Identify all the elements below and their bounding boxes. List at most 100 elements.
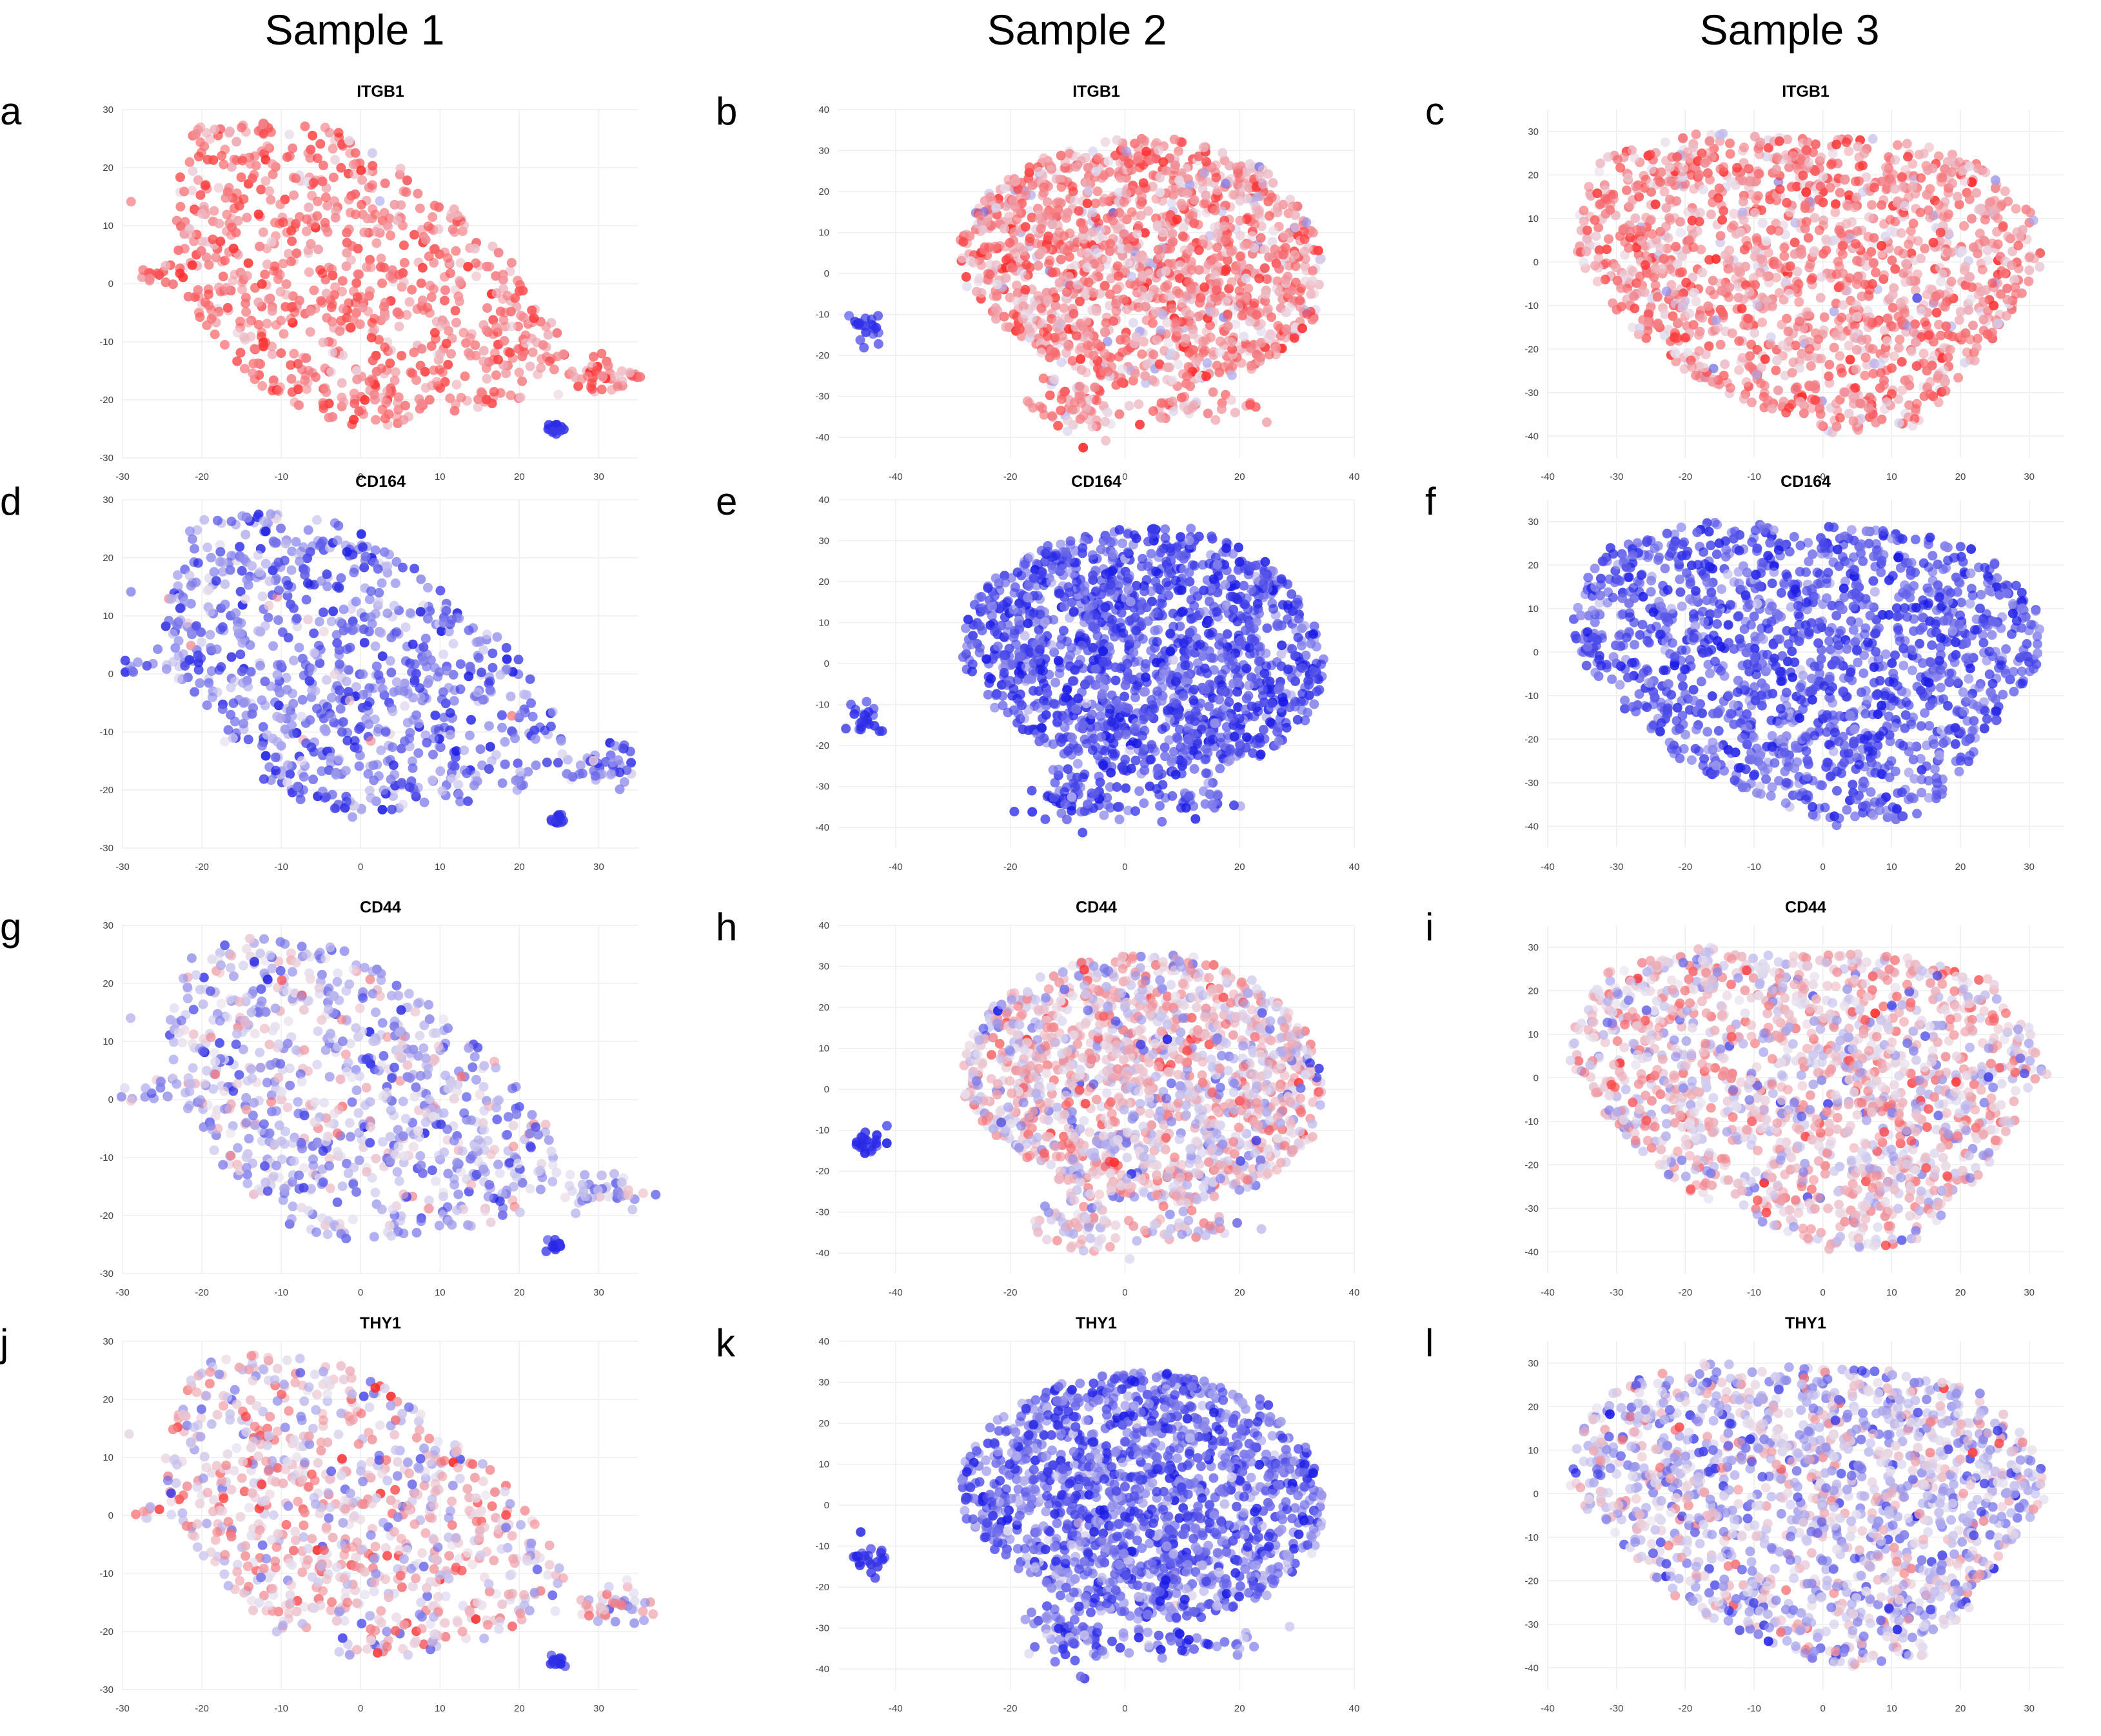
scatter-point xyxy=(404,782,415,792)
scatter-point xyxy=(1620,223,1630,233)
scatter-point xyxy=(1010,248,1020,259)
scatter-point xyxy=(1582,234,1592,244)
scatter-point xyxy=(1281,275,1291,285)
scatter-point xyxy=(312,153,322,163)
scatter-point xyxy=(1960,176,1969,186)
scatter-point xyxy=(240,364,250,374)
scatter-point xyxy=(520,338,531,348)
scatter-point xyxy=(1915,208,1926,217)
scatter-point xyxy=(485,685,495,695)
scatter-point xyxy=(1166,348,1176,359)
scatter-point xyxy=(1071,331,1081,341)
scatter-point xyxy=(1729,208,1739,219)
scatter-point xyxy=(282,152,292,163)
scatter-point xyxy=(1187,265,1197,275)
scatter-point xyxy=(220,340,230,350)
scatter-point xyxy=(377,651,388,662)
scatter-point xyxy=(1056,357,1067,368)
scatter-point xyxy=(333,128,344,138)
scatter-point xyxy=(422,302,433,313)
scatter-point xyxy=(1879,380,1889,390)
y-tick-label: 20 xyxy=(103,163,113,173)
scatter-point xyxy=(1100,137,1110,147)
scatter-point xyxy=(510,733,520,744)
scatter-point xyxy=(459,745,469,756)
scatter-point xyxy=(367,180,377,190)
scatter-point xyxy=(1594,166,1604,177)
scatter-point xyxy=(219,159,229,170)
scatter-point xyxy=(206,314,217,324)
scatter-point xyxy=(235,542,245,552)
scatter-point xyxy=(1720,250,1730,260)
scatter-point xyxy=(2009,275,2020,285)
scatter-point xyxy=(1900,308,1909,318)
scatter-point xyxy=(320,123,330,133)
scatter-point xyxy=(1099,170,1109,180)
scatter-point xyxy=(337,727,347,737)
scatter-point xyxy=(556,736,566,746)
scatter-point xyxy=(506,258,517,268)
scatter-point xyxy=(2002,295,2013,305)
scatter-point xyxy=(1245,398,1256,408)
scatter-point xyxy=(1715,278,1726,288)
scatter-point xyxy=(1100,193,1110,204)
scatter-point xyxy=(1880,348,1890,359)
scatter-point xyxy=(1232,179,1243,190)
scatter-point xyxy=(2001,311,2011,321)
scatter-point xyxy=(199,515,210,525)
scatter-point xyxy=(1784,402,1794,413)
scatter-point xyxy=(237,566,247,576)
scatter-point xyxy=(1933,370,1943,380)
scatter-point xyxy=(196,246,206,256)
scatter-point xyxy=(194,308,204,318)
scatter-point xyxy=(433,671,443,682)
scatter-point xyxy=(485,676,495,687)
scatter-point xyxy=(1124,400,1134,411)
scatter-point xyxy=(1652,291,1662,302)
x-tick-label: 20 xyxy=(514,471,525,482)
scatter-point xyxy=(506,306,516,317)
scatter-point xyxy=(1038,319,1048,329)
scatter-point xyxy=(175,603,186,613)
scatter-point xyxy=(1593,222,1604,233)
scatter-point xyxy=(384,549,394,560)
scatter-point xyxy=(1700,372,1710,382)
scatter-point xyxy=(326,712,337,722)
scatter-point xyxy=(1608,298,1618,308)
scatter-point xyxy=(342,736,353,745)
scatter-point xyxy=(1826,159,1837,170)
scatter-point xyxy=(1114,188,1124,197)
scatter-point xyxy=(1750,208,1760,218)
scatter-point xyxy=(1158,157,1169,167)
scatter-point xyxy=(283,633,293,643)
scatter-point xyxy=(1208,387,1218,397)
scatter-point xyxy=(247,709,257,719)
scatter-point xyxy=(236,172,246,182)
scatter-point xyxy=(1800,200,1810,210)
scatter-point xyxy=(1679,163,1689,173)
y-tick-label: 20 xyxy=(103,553,113,564)
scatter-point xyxy=(1212,360,1222,371)
scatter-point xyxy=(1844,340,1854,351)
scatter-point xyxy=(1759,402,1770,413)
scatter-point xyxy=(1933,397,1944,408)
scatter-point xyxy=(1268,226,1279,236)
scatter-point xyxy=(229,203,239,213)
scatter-point xyxy=(1153,244,1163,255)
scatter-point xyxy=(1834,225,1844,235)
scatter-point xyxy=(374,335,384,345)
scatter-point xyxy=(463,262,473,271)
scatter-point xyxy=(1143,206,1153,216)
scatter-point xyxy=(1967,282,1977,292)
scatter-point xyxy=(282,704,291,714)
scatter-point xyxy=(1680,333,1690,343)
scatter-point xyxy=(991,260,1001,270)
scatter-point xyxy=(201,252,212,262)
scatter-point xyxy=(1835,413,1845,423)
scatter-point xyxy=(976,288,987,298)
scatter-point xyxy=(1161,283,1172,293)
scatter-point xyxy=(239,718,249,729)
scatter-point xyxy=(366,333,377,342)
scatter-point xyxy=(1839,387,1849,397)
scatter-point xyxy=(1833,257,1843,267)
